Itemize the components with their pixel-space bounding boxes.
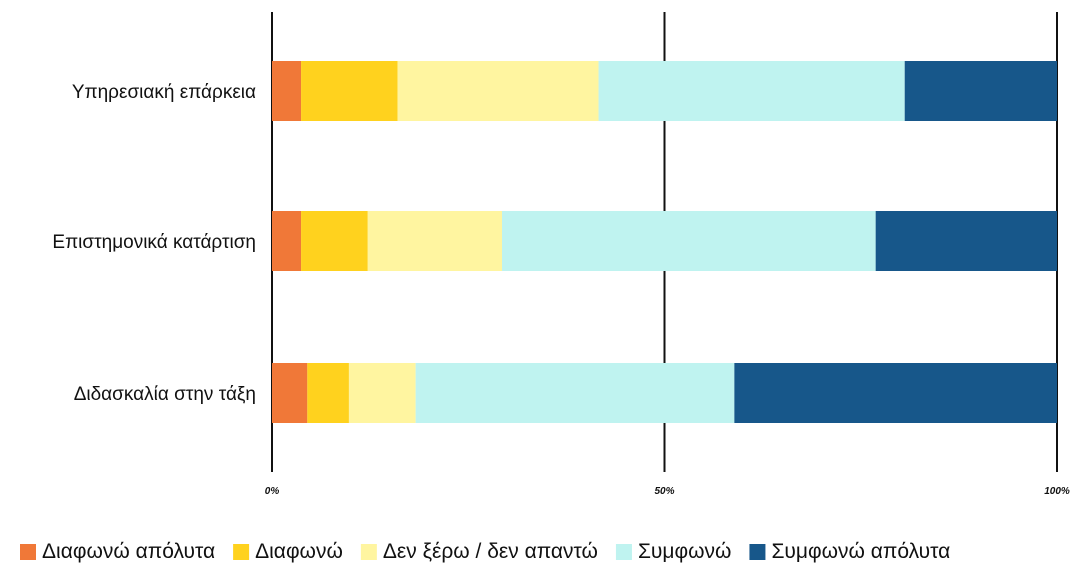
bar-segment-2 [301,211,368,271]
bars [272,61,1057,423]
category-labels: Υπηρεσιακή επάρκεια Επιστημονικά κατάρτισ… [52,82,256,405]
bar-segment-3 [348,363,416,423]
bar-segment-1 [272,363,308,423]
x-tick-label: 100% [1044,486,1070,497]
bar-segment-2 [307,363,349,423]
bar-segment-5 [904,61,1057,121]
x-tick-label: 50% [654,486,674,497]
bar-segment-4 [415,363,735,423]
legend-label-4: Συμφωνώ [638,540,731,563]
legend-label-1: Διαφωνώ απόλυτα [42,540,215,563]
x-tick-label: 0% [265,486,280,497]
legend-label-3: Δεν ξέρω / δεν απαντώ [383,540,598,563]
category-label: Υπηρεσιακή επάρκεια [72,82,256,103]
bar-segment-1 [272,211,302,271]
bar-segment-5 [875,211,1057,271]
legend-swatch-3 [360,544,377,560]
legend-swatch-2 [233,544,250,560]
category-label: Επιστημονικά κατάρτιση [52,232,256,253]
legend-swatch-5 [749,544,766,560]
legend-swatch-4 [615,544,632,560]
legend-label-5: Συμφωνώ απόλυτα [771,540,950,563]
bar-segment-1 [272,61,302,121]
legend-swatch-1 [20,544,36,560]
bar-segment-3 [397,61,599,121]
x-tick-labels: 0% 50% 100% [265,486,1070,497]
legend-label-2: Διαφωνώ [255,540,343,563]
bar-segment-5 [734,363,1057,423]
bar-segment-3 [367,211,503,271]
legend: Διαφωνώ απόλυτα Διαφωνώ Δεν ξέρω / δεν απα… [20,540,950,563]
bar-segment-2 [301,61,398,121]
bar-segment-4 [598,61,905,121]
bar-segment-4 [502,211,876,271]
category-label: Διδασκαλία στην τάξη [74,384,256,405]
